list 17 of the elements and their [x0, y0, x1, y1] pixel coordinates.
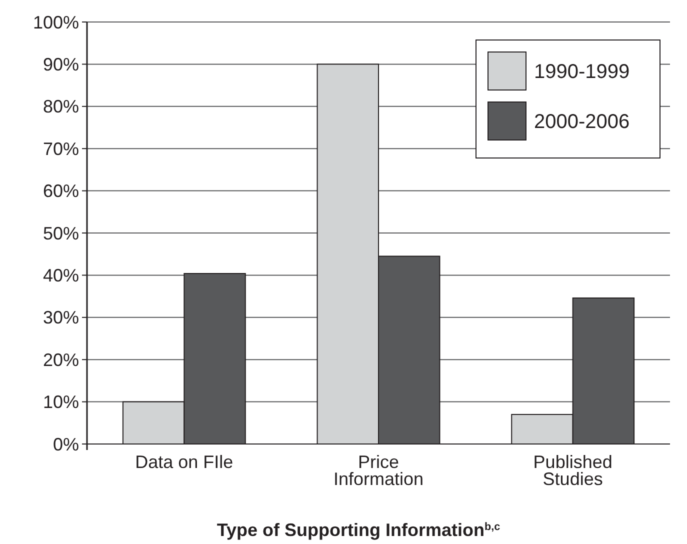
x-tick-label: Price Information [333, 452, 424, 490]
x-tick-label: Published Studies [533, 452, 612, 490]
y-tick-label: 50% [42, 223, 79, 244]
y-tick-label: 30% [42, 308, 79, 328]
x-tick-label: Data on FIle [135, 452, 234, 472]
y-tick-label: 0% [52, 434, 79, 454]
y-tick-label: 100% [32, 12, 79, 32]
legend-label: 2000-2006 [534, 111, 630, 133]
x-axis-title: Type of Supporting Information$^{b,c}$ [216, 520, 500, 540]
y-tick-label: 70% [42, 138, 79, 159]
y-tick-label: 60% [42, 181, 79, 202]
y-tick-label: 40% [42, 266, 79, 286]
y-tick-label: 90% [42, 54, 79, 74]
y-tick-label: 80% [42, 96, 79, 117]
y-tick-label: 20% [42, 350, 79, 370]
y-tick-label: 10% [42, 392, 79, 412]
legend-label: 1990-1999 [534, 61, 630, 83]
